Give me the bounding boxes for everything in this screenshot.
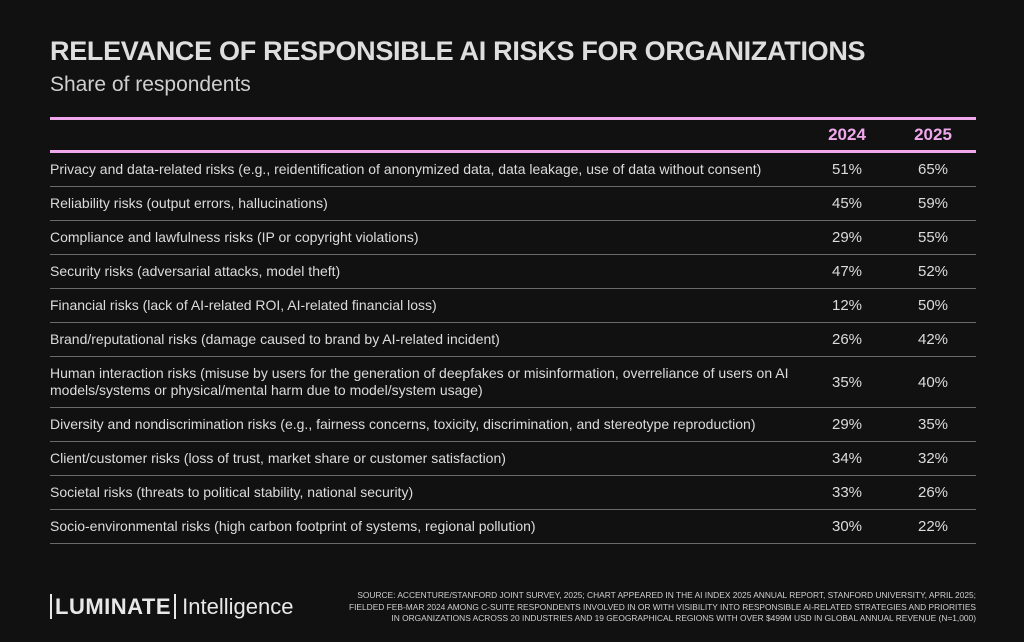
share-value: 59% [890, 186, 976, 221]
share-value: 34% [804, 441, 890, 476]
share-value: 22% [890, 509, 976, 544]
risk-label: Client/customer risks (loss of trust, ma… [50, 441, 804, 476]
risk-label: Financial risks (lack of AI-related ROI,… [50, 288, 804, 323]
share-value: 12% [804, 288, 890, 323]
risk-label: Privacy and data-related risks (e.g., re… [50, 151, 804, 187]
share-value: 35% [890, 407, 976, 442]
column-header: 2024 [804, 118, 890, 153]
share-value: 29% [804, 407, 890, 442]
table-row: Brand/reputational risks (damage caused … [50, 322, 976, 357]
subtitle: Share of respondents [50, 73, 251, 96]
table-row: Diversity and nondiscrimination risks (e… [50, 407, 976, 442]
header-row: 2024 2025 [50, 118, 976, 153]
risk-label: Societal risks (threats to political sta… [50, 475, 804, 510]
risk-table: 2024 2025 Privacy and data-related risks … [50, 117, 976, 544]
table-body: Privacy and data-related risks (e.g., re… [50, 151, 976, 544]
table-head: 2024 2025 [50, 118, 976, 153]
table-row: Financial risks (lack of AI-related ROI,… [50, 288, 976, 323]
title: RELEVANCE OF RESPONSIBLE AI RISKS FOR OR… [50, 36, 866, 66]
table-row: Human interaction risks (misuse by users… [50, 356, 976, 408]
table-row: Compliance and lawfulness risks (IP or c… [50, 220, 976, 255]
risk-label: Socio-environmental risks (high carbon f… [50, 509, 804, 544]
column-header: 2025 [890, 118, 976, 153]
source-note: SOURCE: ACCENTURE/STANFORD JOINT SURVEY,… [349, 590, 976, 625]
share-value: 32% [890, 441, 976, 476]
share-value: 50% [890, 288, 976, 323]
share-value: 47% [804, 254, 890, 289]
share-value: 65% [890, 151, 976, 187]
table-row: Societal risks (threats to political sta… [50, 475, 976, 510]
table-row: Security risks (adversarial attacks, mod… [50, 254, 976, 289]
share-value: 33% [804, 475, 890, 510]
risk-label: Reliability risks (output errors, halluc… [50, 186, 804, 221]
header-cell [50, 118, 804, 153]
source-line: IN ORGANIZATIONS ACROSS 20 INDUSTRIES AN… [391, 613, 976, 623]
source-line: FIELDED FEB-MAR 2024 AMONG C-SUITE RESPO… [348, 601, 976, 612]
table-row: Socio-environmental risks (high carbon f… [50, 509, 976, 544]
share-value: 42% [890, 322, 976, 357]
share-value: 29% [804, 220, 890, 255]
risk-label: Brand/reputational risks (damage caused … [50, 322, 804, 357]
share-value: 55% [890, 220, 976, 255]
table-row: Privacy and data-related risks (e.g., re… [50, 151, 976, 187]
risk-label: Human interaction risks (misuse by users… [50, 356, 804, 408]
table-row: Reliability risks (output errors, halluc… [50, 186, 976, 221]
logo-brand: LUMINATE [50, 594, 177, 619]
source-line: SOURCE: ACCENTURE/STANFORD JOINT SURVEY,… [357, 590, 976, 600]
logo-product: Intelligence [182, 594, 294, 619]
risk-label: Security risks (adversarial attacks, mod… [50, 254, 804, 289]
share-value: 26% [804, 322, 890, 357]
share-value: 35% [804, 356, 890, 408]
share-value: 40% [890, 356, 976, 408]
share-value: 52% [890, 254, 976, 289]
logo: LUMINATE Intelligence [50, 594, 293, 620]
share-value: 51% [804, 151, 890, 187]
share-value: 26% [890, 475, 976, 510]
risk-label: Diversity and nondiscrimination risks (e… [50, 407, 804, 442]
share-value: 45% [804, 186, 890, 221]
risk-label: Compliance and lawfulness risks (IP or c… [50, 220, 804, 255]
share-value: 30% [804, 509, 890, 544]
table-row: Client/customer risks (loss of trust, ma… [50, 441, 976, 476]
